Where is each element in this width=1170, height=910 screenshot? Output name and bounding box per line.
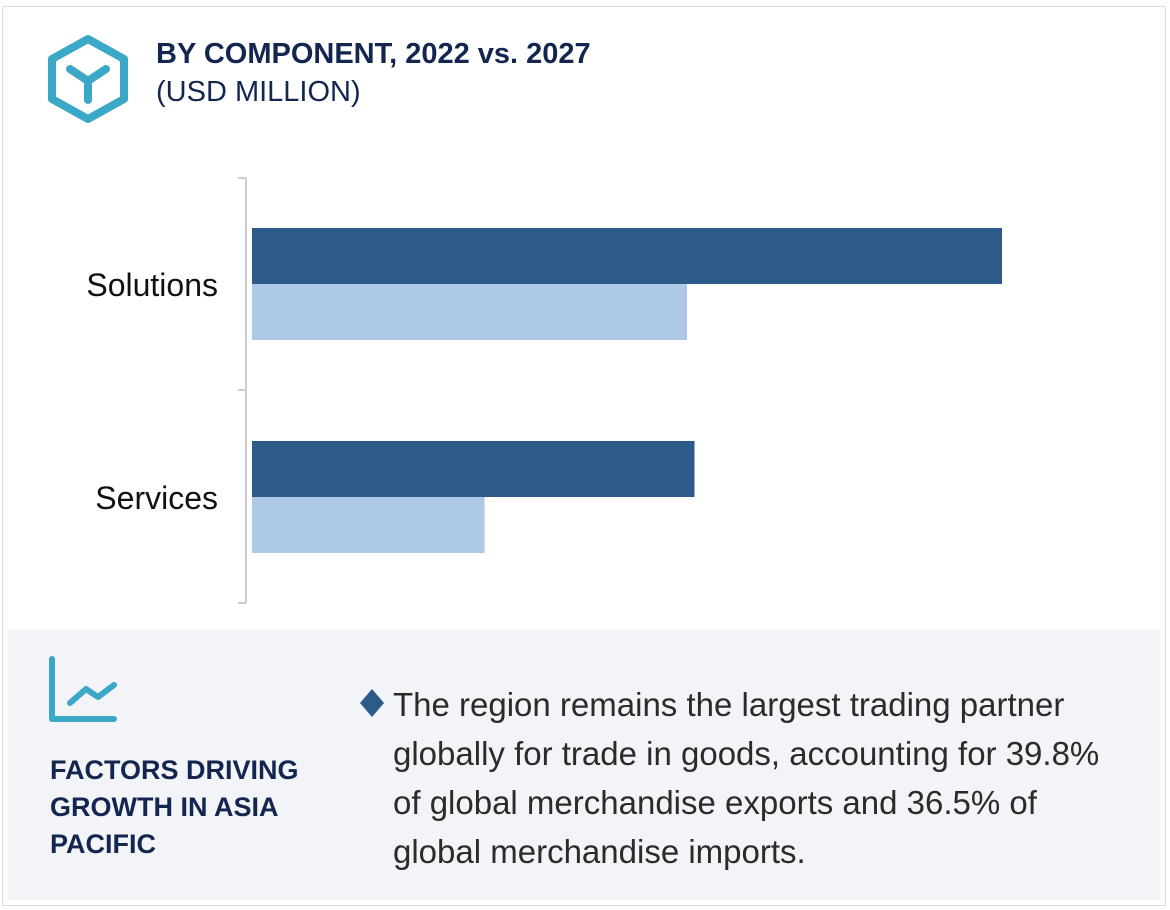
category-label: Services bbox=[95, 480, 218, 516]
chart-title: BY COMPONENT, 2022 vs. 2027 bbox=[156, 38, 591, 70]
trend-chart-icon bbox=[49, 656, 117, 722]
chart-subtitle: (USD MILLION) bbox=[156, 76, 361, 108]
diamond-icon bbox=[360, 689, 384, 717]
factors-heading: FACTORS DRIVING GROWTH IN ASIA PACIFIC bbox=[50, 755, 299, 859]
hexagon-y-icon bbox=[48, 35, 128, 123]
category-label: Solutions bbox=[86, 267, 218, 303]
bar-solutions-0 bbox=[252, 228, 1002, 284]
bar-solutions-1 bbox=[252, 284, 687, 340]
bar-chart: Solutions Services bbox=[86, 177, 1002, 604]
factors-panel bbox=[8, 630, 1160, 900]
infographic-frame bbox=[2, 6, 1166, 906]
bar-services-1 bbox=[252, 497, 485, 553]
factor-text: The region remains the largest trading p… bbox=[393, 686, 1100, 870]
bar-services-0 bbox=[252, 441, 695, 497]
